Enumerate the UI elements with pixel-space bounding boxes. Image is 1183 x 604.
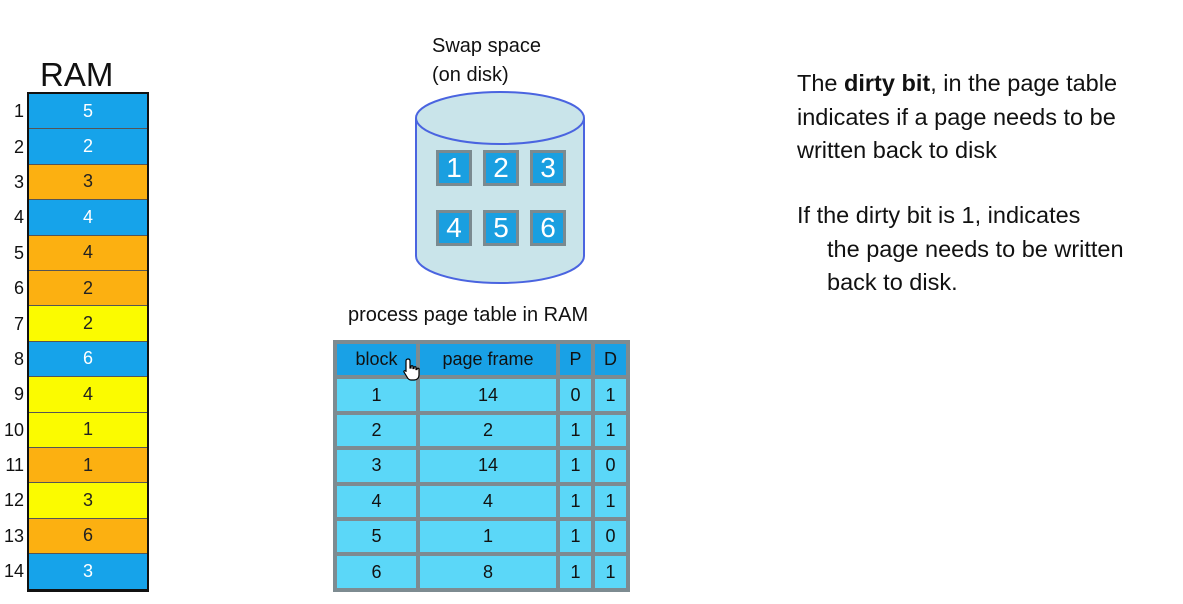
- ram-row-number: 10: [3, 419, 24, 440]
- ram-row-number: 8: [13, 348, 24, 369]
- note2-line2: the page needs to be written back to dis…: [827, 235, 1124, 296]
- ram-row-number: 7: [13, 313, 24, 334]
- note2-line1: If the dirty bit is 1, indicates: [797, 202, 1081, 228]
- cell-present: 0: [558, 377, 593, 413]
- ram-cell: 3: [29, 164, 147, 201]
- cell-present: 1: [558, 483, 593, 519]
- cell-page-frame: 1: [418, 518, 558, 555]
- dirty-bit-rule: If the dirty bit is 1, indicates the pag…: [797, 199, 1177, 300]
- ram-cell: 6: [29, 341, 147, 378]
- cell-present: 1: [558, 412, 593, 449]
- header-page-frame: page frame: [418, 342, 558, 378]
- swap-space-label: Swap space (on disk): [432, 32, 541, 90]
- ram-row-number: 4: [13, 207, 24, 228]
- cell-dirty: 1: [593, 483, 628, 519]
- ram-row-number: 11: [5, 455, 24, 476]
- header-block: block: [335, 342, 418, 378]
- ram-row-number: 13: [3, 525, 24, 546]
- cell-dirty: 1: [593, 554, 628, 590]
- note1-pre: The: [797, 70, 845, 96]
- hand-cursor-icon: [402, 358, 422, 387]
- cell-page-frame: 14: [418, 448, 558, 484]
- swap-page-chip: 5: [483, 210, 519, 246]
- ram-row-number: 12: [3, 490, 24, 511]
- ram-cell: 5: [29, 94, 147, 130]
- note1-post: , in the page table indicates if a page …: [797, 70, 1118, 163]
- ram-cell: 4: [29, 235, 147, 271]
- swap-label-line1: Swap space: [432, 35, 541, 57]
- ram-row-number: 1: [13, 101, 24, 122]
- swap-page-chip: 6: [530, 210, 566, 246]
- table-row: 1 14 0 1: [335, 377, 628, 413]
- ram-cell: 2: [29, 306, 147, 342]
- ram-title: RAM: [40, 56, 114, 93]
- ram-row-number: 3: [13, 171, 24, 192]
- ram-row-number: 2: [13, 136, 24, 157]
- ram-row-number: 5: [13, 242, 24, 263]
- cell-block: 1: [335, 377, 418, 413]
- cell-page-frame: 4: [418, 483, 558, 519]
- cell-dirty: 0: [593, 518, 628, 555]
- ram-cell: 1: [29, 447, 147, 484]
- ram-row-number: 9: [13, 384, 24, 405]
- ram-cell: 6: [29, 518, 147, 555]
- ram-cell: 4: [29, 377, 147, 413]
- note1-bold: dirty bit: [844, 70, 931, 96]
- ram-cell: 3: [29, 554, 147, 590]
- swap-page-chip: 1: [436, 150, 472, 186]
- cell-page-frame: 8: [418, 554, 558, 590]
- page-table: block page frame P D 1 14 0 1 2 2 1 1 3 14 1 0 4 4 1 1 5…: [333, 340, 630, 592]
- cell-present: 1: [558, 554, 593, 590]
- dirty-bit-explanation: The dirty bit, in the page table indicat…: [797, 67, 1177, 168]
- cell-present: 1: [558, 448, 593, 484]
- ram-cell: 3: [29, 483, 147, 519]
- swap-page-chip: 3: [530, 150, 566, 186]
- cell-block: 2: [335, 412, 418, 449]
- cell-block: 6: [335, 554, 418, 590]
- ram-row-number: 6: [13, 278, 24, 299]
- ram-cell: 2: [29, 129, 147, 165]
- cell-page-frame: 14: [418, 377, 558, 413]
- header-dirty: D: [593, 342, 628, 378]
- swap-label-line2: (on disk): [432, 64, 509, 86]
- swap-page-chip: 2: [483, 150, 519, 186]
- cell-block: 4: [335, 483, 418, 519]
- cell-dirty: 0: [593, 448, 628, 484]
- ram-cell: 2: [29, 270, 147, 307]
- ram-row-numbers: 1 2 3 4 5 6 7 8 9 10 11 12 13 14: [0, 94, 24, 589]
- swap-page-chip: 4: [436, 210, 472, 246]
- cell-block: 5: [335, 518, 418, 555]
- table-row: 3 14 1 0: [335, 448, 628, 484]
- cell-present: 1: [558, 518, 593, 555]
- disk-cylinder-icon: [415, 91, 585, 284]
- header-present: P: [558, 342, 593, 378]
- cell-block: 3: [335, 448, 418, 484]
- cell-page-frame: 2: [418, 412, 558, 449]
- ram-cell: 4: [29, 200, 147, 236]
- cell-dirty: 1: [593, 377, 628, 413]
- page-table-header-row: block page frame P D: [335, 342, 628, 378]
- page-table-caption: process page table in RAM: [348, 304, 589, 326]
- cell-dirty: 1: [593, 412, 628, 449]
- ram-row-number: 14: [3, 561, 24, 582]
- ram-cell: 1: [29, 412, 147, 448]
